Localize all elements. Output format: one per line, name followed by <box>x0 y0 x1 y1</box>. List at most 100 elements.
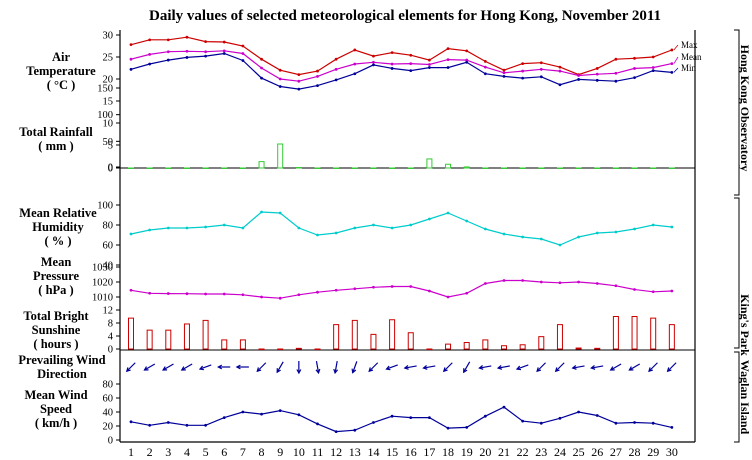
day-label: 29 <box>647 445 659 459</box>
temperature-max-point <box>502 68 506 72</box>
humidity-point <box>614 230 618 234</box>
station-label-kp: King's Park <box>738 294 752 356</box>
rainfall-bar <box>333 167 340 169</box>
wind-arrow-shaft <box>368 362 379 372</box>
pressure-point <box>633 288 636 291</box>
day-label: 22 <box>517 445 529 459</box>
wind-direction-arrow <box>590 365 604 370</box>
day-label: 1 <box>128 445 134 459</box>
temperature-max-point <box>185 35 189 39</box>
wind-arrow-head <box>368 367 374 373</box>
wind-arrow-shaft <box>352 361 358 373</box>
day-label: 16 <box>405 445 417 459</box>
sunshine-bar <box>668 324 675 350</box>
day-label: 11 <box>312 445 324 459</box>
temperature-max-point <box>521 62 525 65</box>
svg-text:Prevailing Wind: Prevailing Wind <box>18 353 105 367</box>
wind-speed-point <box>633 421 636 424</box>
temperature-min-point <box>129 67 133 71</box>
rainfall-bar <box>631 167 638 169</box>
pressure-label: Mean Pressure ( hPa ) <box>33 255 80 297</box>
temperature-min-point <box>670 71 674 74</box>
pressure-point <box>483 282 487 285</box>
sunshine-tick-label: 12 <box>103 306 114 317</box>
pressure-point <box>372 285 375 289</box>
wind-arrow-shaft <box>516 364 529 370</box>
day-label: 19 <box>461 445 473 459</box>
wind-speed-point <box>558 416 562 420</box>
sunshine-tick-label: 0 <box>108 345 113 356</box>
wind-arrow-head <box>648 367 653 373</box>
wind-speed-point <box>651 421 655 425</box>
svg-text:Direction: Direction <box>37 367 87 381</box>
sunshine-bar <box>445 343 452 350</box>
temperature-tick-label: 30 <box>103 31 114 42</box>
wind-direction-arrow <box>125 362 136 373</box>
wind-arrow-shaft <box>572 365 585 369</box>
rainfall-bar <box>668 167 675 169</box>
rainfall-bar <box>482 167 489 169</box>
temperature-min-point <box>651 69 655 73</box>
wind-arrow-head <box>422 365 428 370</box>
pressure-point <box>502 279 506 282</box>
wind-speed-point <box>166 421 170 424</box>
wind-arrow-shaft <box>199 364 212 370</box>
pressure-point <box>670 289 674 293</box>
temperature-mean-point <box>297 79 301 83</box>
day-label: 30 <box>666 445 678 459</box>
wind-arrow-head <box>515 365 522 371</box>
temperature-mean-point <box>521 69 525 73</box>
temperature-min-point <box>148 62 152 66</box>
temperature-legend-leader <box>673 44 679 51</box>
svg-text:Mean Wind: Mean Wind <box>24 388 87 402</box>
day-label: 27 <box>610 445 622 459</box>
wind-arrow-head <box>403 365 409 370</box>
wind-speed-point <box>260 412 263 416</box>
rainfall-bar <box>538 167 545 169</box>
sunshine-tick-label: 4 <box>108 332 114 343</box>
day-label: 17 <box>423 445 435 459</box>
temperature-max-point <box>241 44 245 48</box>
temperature-mean-point <box>129 57 133 61</box>
temperature-mean-point <box>204 50 208 54</box>
wind-speed-tick-label: 60 <box>103 394 114 405</box>
rainfall-bar <box>519 167 526 169</box>
wind-arrow-head <box>351 368 357 374</box>
day-label: 6 <box>221 445 227 459</box>
humidity-point <box>651 223 655 227</box>
temperature-min-point <box>390 67 394 70</box>
svg-text:Mean: Mean <box>41 255 72 269</box>
day-label: 12 <box>330 445 342 459</box>
svg-text:Speed: Speed <box>40 402 72 416</box>
wind-arrow-head <box>442 367 448 373</box>
wind-speed-point <box>539 421 543 425</box>
humidity-point <box>316 233 319 237</box>
sunshine-bar <box>146 329 153 350</box>
wind-arrow-shaft <box>276 361 284 373</box>
temperature-mean-point <box>670 62 674 65</box>
wind-speed-point <box>185 423 189 427</box>
humidity-point <box>539 237 543 241</box>
pressure-point <box>651 290 655 294</box>
pressure-tick-label: 1020 <box>92 278 113 289</box>
wind-arrow-shaft <box>536 362 546 372</box>
sunshine-bar <box>183 323 190 350</box>
humidity-point <box>595 231 599 235</box>
pressure-point <box>148 291 152 295</box>
temperature-tick-label: 10 <box>103 119 114 130</box>
sunshine-bar <box>501 345 507 350</box>
rainfall-bar <box>128 167 134 169</box>
wind-direction-arrow <box>296 361 302 375</box>
humidity-point <box>670 225 674 229</box>
humidity-tick-label: 40 <box>103 261 114 272</box>
pressure-point <box>409 285 413 288</box>
wind-speed-point <box>483 414 487 418</box>
day-label: 9 <box>277 445 283 459</box>
wind-direction-arrow <box>666 362 677 373</box>
temperature-min-point <box>260 76 263 80</box>
temperature-mean-point <box>390 62 394 66</box>
temperature-mean-point <box>353 62 357 66</box>
wind-direction-arrow <box>143 363 156 371</box>
wind-direction-arrow <box>628 363 641 371</box>
